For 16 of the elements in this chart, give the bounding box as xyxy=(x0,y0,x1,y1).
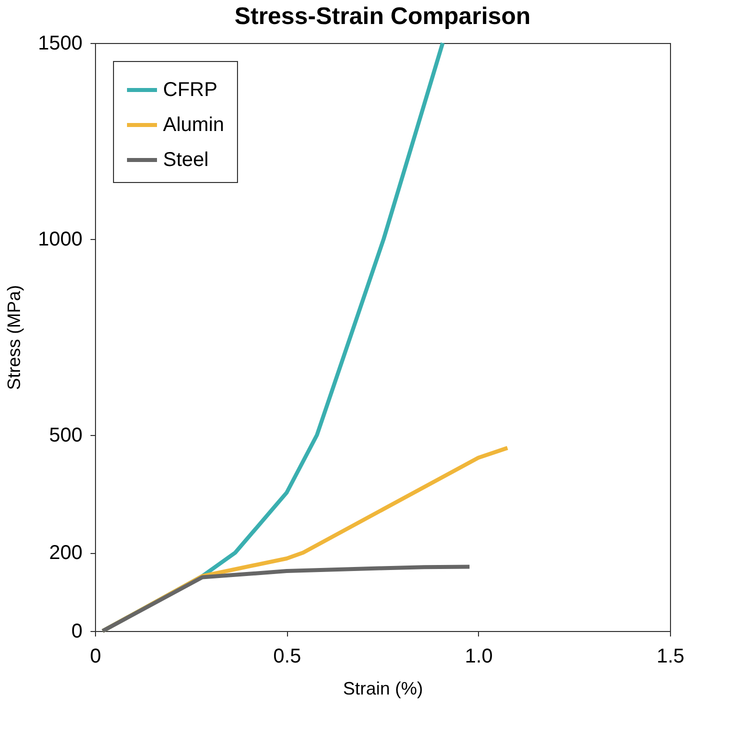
y-tick-label: 1000 xyxy=(38,228,82,250)
legend-label: CFRP xyxy=(163,79,218,101)
legend-label: Alumin xyxy=(163,114,224,136)
line-series xyxy=(100,564,472,633)
y-axis-title: Stress (MPa) xyxy=(4,284,24,390)
y-tick-label: 500 xyxy=(49,424,82,446)
y-tick-label: 200 xyxy=(49,542,82,564)
y-tick-label: 0 xyxy=(71,620,82,642)
x-tick-label: 1.0 xyxy=(464,646,493,668)
y-tick-label: 1500 xyxy=(38,32,82,54)
x-tick-label: 0.5 xyxy=(273,646,302,668)
chart-title: Stress-Strain Comparison xyxy=(234,3,531,30)
x-tick-label: 1.5 xyxy=(656,646,684,668)
legend-label: Steel xyxy=(163,149,209,171)
x-tick-label: 0 xyxy=(90,646,102,668)
x-axis-title: Strain (%) xyxy=(342,678,424,698)
